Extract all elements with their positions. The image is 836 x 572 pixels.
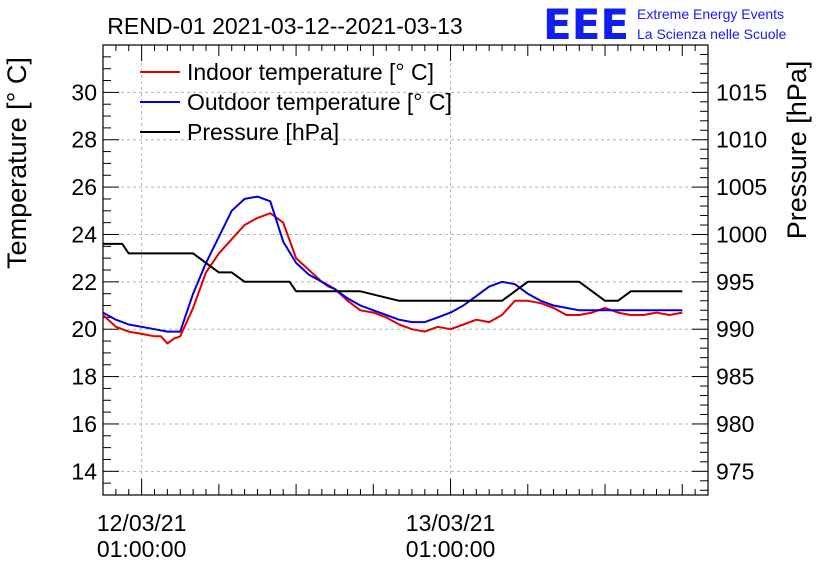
eee-logo: EEE Extreme Energy Events La Scienza nel… [543,0,787,49]
legend-label-2: Pressure [hPa] [187,119,339,145]
y-tick-label: 28 [71,127,97,153]
y-tick-label: 14 [71,458,97,484]
y-tick-label: 20 [71,316,97,342]
series-line-0 [102,212,683,345]
chart-title: REND-01 2021-03-12--2021-03-13 [107,13,462,39]
x-tick-label-date: 12/03/21 [97,510,187,536]
tick-labels: 14 16 18 20 22 24 26 28 30 975 980 985 990 995 1000 100… [71,79,767,562]
y-tick-label: 16 [71,411,97,437]
y2-tick-label: 995 [716,269,754,295]
y2-tick-label: 1010 [716,127,767,153]
legend-label-0: Indoor temperature [° C] [187,59,434,85]
y2-tick-label: 985 [716,364,754,390]
legend: Indoor temperature [° C] Outdoor temperat… [140,59,452,145]
x-tick-label-time: 01:00:00 [97,536,187,562]
x-tick-label-time: 01:00:00 [406,536,496,562]
plot-area: Indoor temperature [° C] Outdoor temperat… [102,44,709,496]
y-tick-label: 30 [71,79,97,105]
y2-tick-label: 980 [716,411,754,437]
y2-axis-label: Pressure [hPa] [782,61,812,240]
y-axis-label: Temperature [° C] [2,57,32,269]
eee-logo-line2: La Scienza nelle Scuole [637,26,787,42]
y-tick-label: 24 [71,221,97,247]
y2-tick-label: 990 [716,316,754,342]
grid-lines [103,45,708,495]
eee-logo-line1: Extreme Energy Events [637,6,784,22]
y-tick-label: 26 [71,174,97,200]
tick-marks [102,44,709,496]
y-tick-label: 22 [71,269,97,295]
series-lines [102,195,683,345]
y2-tick-label: 1015 [716,79,767,105]
y2-tick-label: 1005 [716,174,767,200]
x-tick-label-date: 13/03/21 [406,510,496,536]
y2-tick-label: 975 [716,458,754,484]
legend-label-1: Outdoor temperature [° C] [187,89,452,115]
series-line-1 [102,195,683,333]
eee-logo-mark: EEE [543,0,629,49]
y-tick-label: 18 [71,364,97,390]
series-line-2 [103,242,683,302]
y2-tick-label: 1000 [716,221,767,247]
